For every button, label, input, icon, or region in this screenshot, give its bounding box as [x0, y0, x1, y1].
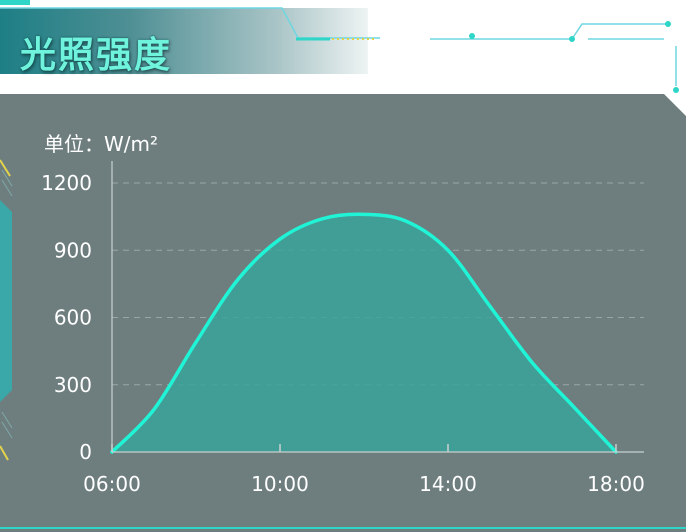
- x-tick-label: 18:00: [587, 472, 645, 496]
- panel-title-bar: 光照强度: [0, 8, 368, 76]
- header-decoration: [0, 7, 679, 93]
- x-tick-label: 14:00: [419, 472, 477, 496]
- panel-title: 光照强度: [20, 35, 173, 76]
- label-layer: 0 300 600 900 1200 06:00 10:00 14:00 18:00: [41, 171, 645, 496]
- y-tick-label: 600: [54, 306, 92, 330]
- series-line: [110, 212, 618, 454]
- y-tick-label: 0: [79, 440, 92, 464]
- y-tick-label: 900: [54, 238, 92, 262]
- top-accent-bar: [0, 0, 30, 5]
- y-tick-label: 1200: [41, 171, 92, 195]
- x-tick-label: 06:00: [83, 472, 141, 496]
- x-tick-label: 10:00: [251, 472, 309, 496]
- axis-layer: [111, 161, 644, 453]
- left-side-decoration: [0, 159, 686, 529]
- area-layer: [110, 212, 618, 454]
- area-fill: [112, 214, 616, 452]
- unit-label: 单位：W/m²: [44, 132, 159, 156]
- y-tick-label: 300: [54, 373, 92, 397]
